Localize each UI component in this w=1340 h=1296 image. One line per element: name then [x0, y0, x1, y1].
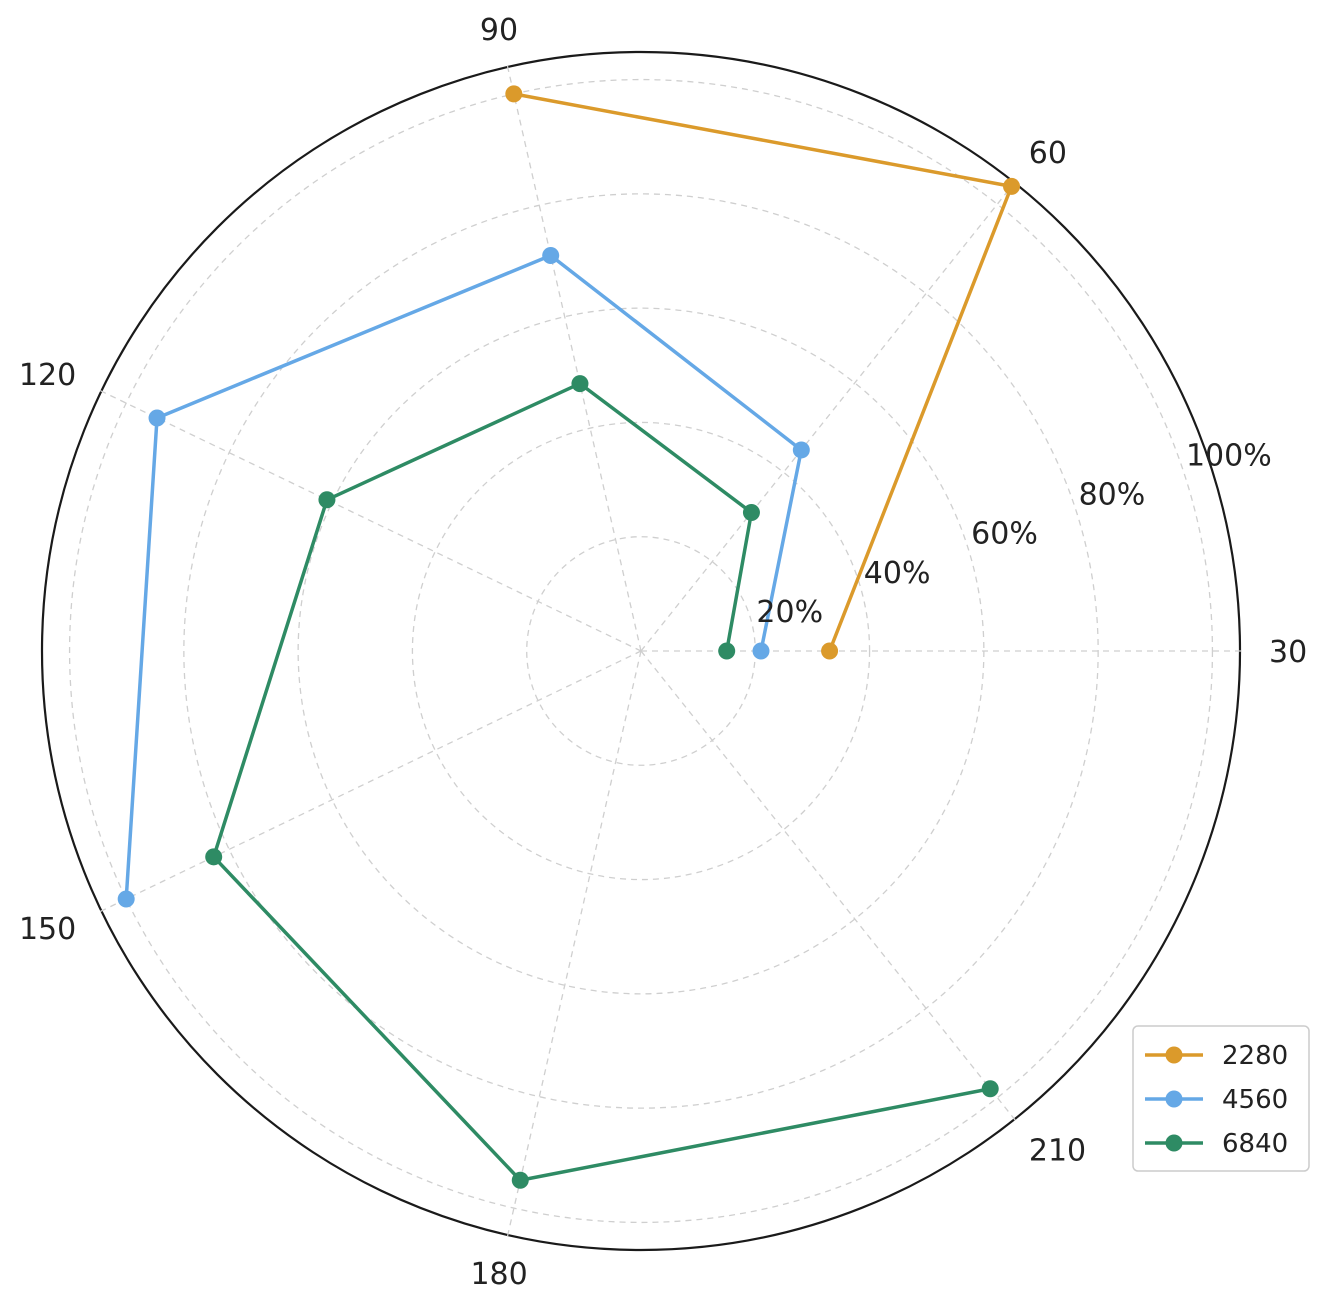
grid-ring — [411, 421, 871, 881]
theta-tick-label: 180 — [470, 1257, 527, 1292]
r-tick-label: 40% — [864, 556, 931, 591]
grid-spoke — [640, 650, 1016, 1121]
theta-tick-label: 30 — [1269, 635, 1307, 670]
theta-tick-label: 90 — [480, 13, 518, 48]
series-point-4560 — [752, 642, 770, 660]
r-tick-label: 20% — [756, 595, 823, 630]
legend: 2280 4560 6840 — [1132, 1025, 1310, 1172]
r-tick-label: 80% — [1079, 478, 1146, 513]
theta-tick-label: 150 — [19, 912, 76, 947]
legend-label-2280: 2280 — [1222, 1041, 1288, 1071]
series-point-6840 — [981, 1080, 999, 1098]
legend-marker-2280 — [1165, 1046, 1183, 1064]
legend-marker-4560 — [1165, 1090, 1183, 1108]
series-line-2280 — [513, 92, 1014, 652]
grid-spoke — [506, 650, 642, 1237]
series-point-6840 — [318, 491, 336, 509]
legend-label-4560: 4560 — [1222, 1085, 1288, 1115]
series-point-6840 — [511, 1171, 529, 1189]
series-point-4560 — [148, 409, 166, 427]
grid-spoke — [640, 181, 1016, 652]
r-tick-label: 60% — [971, 517, 1038, 552]
grid-spoke — [506, 65, 642, 652]
series-point-2280 — [821, 642, 839, 660]
theta-tick-label: 60 — [1029, 136, 1067, 171]
series-point-6840 — [205, 848, 223, 866]
grid-spoke — [100, 390, 642, 652]
tick-labels: 20% 40% 60% 80% 100% 30 60 90 120 150 180 210 — [19, 13, 1307, 1292]
series-point-4560 — [792, 441, 810, 459]
series-point-4560 — [542, 246, 560, 264]
r-tick-label: 100% — [1186, 439, 1272, 474]
series-point-6840 — [571, 375, 589, 393]
grid-ring — [183, 193, 1099, 1109]
theta-tick-label: 120 — [19, 358, 76, 393]
grid-ring — [68, 78, 1214, 1224]
series-point-2280 — [1003, 177, 1021, 195]
series-point-6840 — [718, 642, 736, 660]
series-point-6840 — [742, 504, 760, 522]
legend-label-6840: 6840 — [1222, 1129, 1288, 1159]
theta-tick-label: 210 — [1029, 1134, 1086, 1169]
series-line-4560 — [124, 253, 804, 900]
series-point-2280 — [505, 85, 523, 103]
series-point-4560 — [117, 890, 135, 908]
legend-marker-6840 — [1165, 1134, 1183, 1152]
grid-spoke — [100, 650, 642, 912]
grid — [40, 50, 1242, 1252]
series-layer — [117, 85, 1021, 1189]
